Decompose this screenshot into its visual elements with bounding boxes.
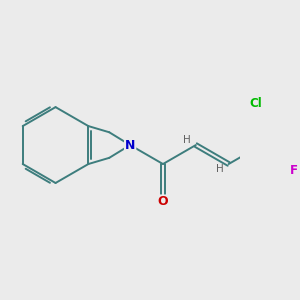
- Text: H: H: [216, 164, 224, 174]
- Text: O: O: [158, 195, 168, 208]
- Text: Cl: Cl: [249, 97, 262, 110]
- Text: F: F: [290, 164, 298, 177]
- Text: H: H: [183, 135, 191, 145]
- Text: N: N: [125, 139, 135, 152]
